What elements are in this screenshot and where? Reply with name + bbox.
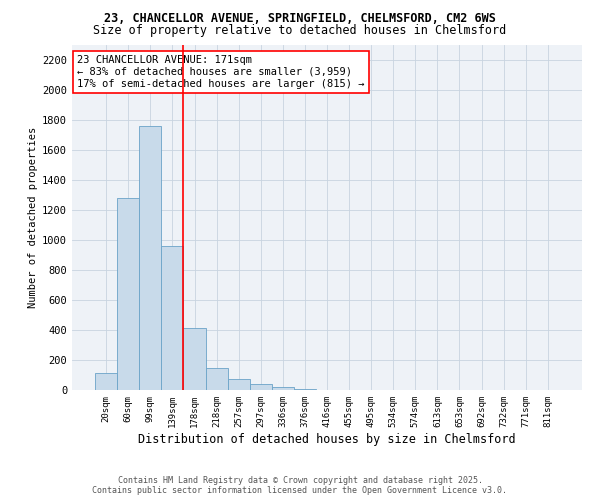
Bar [161,246,184,390]
Text: Contains HM Land Registry data © Crown copyright and database right 2025.
Contai: Contains HM Land Registry data © Crown c… [92,476,508,495]
Bar [250,384,272,390]
X-axis label: Distribution of detached houses by size in Chelmsford: Distribution of detached houses by size … [138,432,516,446]
Bar [294,389,316,390]
Bar [272,386,294,390]
Bar [227,379,250,390]
Text: 23 CHANCELLOR AVENUE: 171sqm
← 83% of detached houses are smaller (3,959)
17% of: 23 CHANCELLOR AVENUE: 171sqm ← 83% of de… [77,56,365,88]
Y-axis label: Number of detached properties: Number of detached properties [28,127,38,308]
Bar [117,198,139,390]
Bar [206,368,227,390]
Text: 23, CHANCELLOR AVENUE, SPRINGFIELD, CHELMSFORD, CM2 6WS: 23, CHANCELLOR AVENUE, SPRINGFIELD, CHEL… [104,12,496,26]
Bar [139,126,161,390]
Bar [95,373,117,390]
Text: Size of property relative to detached houses in Chelmsford: Size of property relative to detached ho… [94,24,506,37]
Bar [184,328,206,390]
